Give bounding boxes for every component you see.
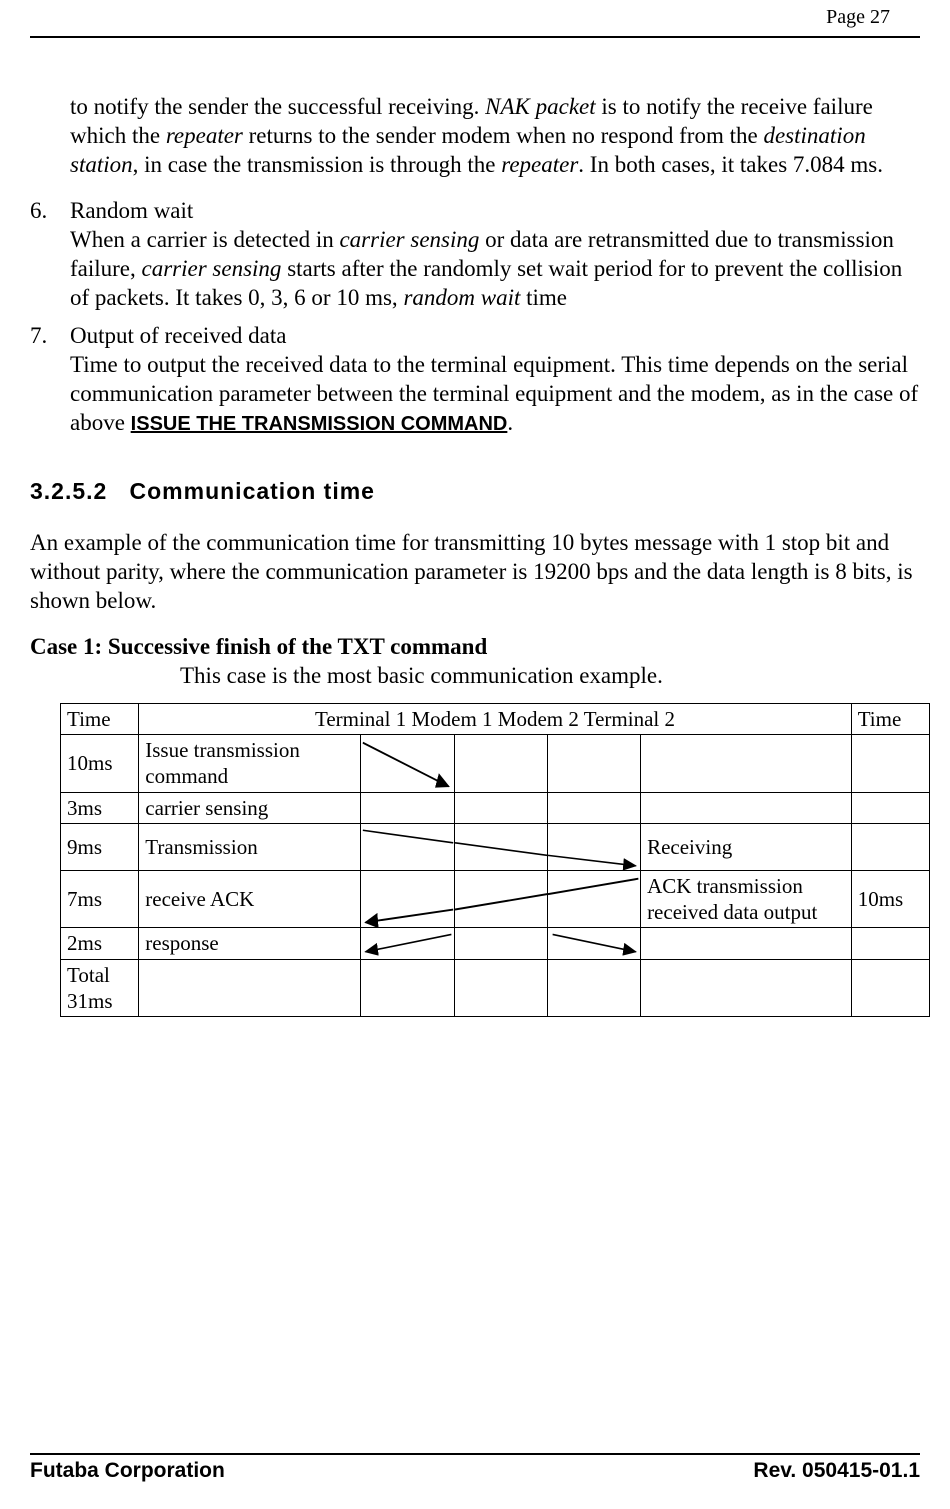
table-row: 2msresponse <box>61 928 930 959</box>
cell-time-right: 10ms <box>851 870 929 928</box>
section-number: 3.2.5.2 <box>30 478 107 504</box>
communication-time-table: Time Terminal 1 Modem 1 Modem 2 Terminal… <box>60 703 930 1017</box>
body-text: to notify the sender the successful rece… <box>30 93 920 1017</box>
cell-time-left: 2ms <box>61 928 139 959</box>
item-title: Random wait <box>70 198 193 223</box>
cell-time-right <box>851 959 929 1017</box>
cell-action-left: Issue transmission command <box>139 735 361 793</box>
term-carrier-sensing: carrier sensing <box>339 227 479 252</box>
col-devices: Terminal 1 Modem 1 Modem 2 Terminal 2 <box>139 703 851 734</box>
cell-time-right <box>851 928 929 959</box>
page-number: Page 27 <box>826 6 890 29</box>
footer-rule <box>30 1453 920 1455</box>
section-title: Communication time <box>130 478 375 504</box>
table-row: Total 31ms <box>61 959 930 1017</box>
term-random-wait: random wait <box>403 285 520 310</box>
section-paragraph: An example of the communication time for… <box>30 529 920 615</box>
term-repeater: repeater <box>501 152 578 177</box>
cell-action-left: response <box>139 928 361 959</box>
text: returns to the sender modem when no resp… <box>243 123 764 148</box>
term-repeater: repeater <box>166 123 243 148</box>
text: to notify the sender the successful rece… <box>70 94 485 119</box>
cell-action-right <box>641 735 852 793</box>
cell-action-right <box>641 928 852 959</box>
cell-action-left <box>139 959 361 1017</box>
intro-paragraph: to notify the sender the successful rece… <box>30 93 920 179</box>
section-heading: 3.2.5.2 Communication time <box>30 477 920 506</box>
term-nak: NAK packet <box>485 94 596 119</box>
cell-action-left: Transmission <box>139 823 361 870</box>
cell-action-right: ACK transmission received data output <box>641 870 852 928</box>
footer-company: Futaba Corporation <box>30 1459 225 1483</box>
cell-time-left: 9ms <box>61 823 139 870</box>
footer-revision: Rev. 050415-01.1 <box>753 1459 920 1483</box>
cell-action-right <box>641 959 852 1017</box>
list-number: 7. <box>30 322 70 437</box>
item-title: Output of received data <box>70 323 287 348</box>
col-time-right: Time <box>851 703 929 734</box>
table-row: 10msIssue transmission command <box>61 735 930 793</box>
table-row: 7msreceive ACK ACK transmission received … <box>61 870 930 928</box>
text: When a carrier is detected in <box>70 227 339 252</box>
text: time <box>520 285 567 310</box>
list-body: Random wait When a carrier is detected i… <box>70 197 920 312</box>
cell-action-right: Receiving <box>641 823 852 870</box>
cell-time-right <box>851 735 929 793</box>
cell-action-left: receive ACK <box>139 870 361 928</box>
text: , in case the transmission is through th… <box>133 152 502 177</box>
text: . <box>507 410 513 435</box>
list-number: 6. <box>30 197 70 312</box>
page: Page 27 to notify the sender the success… <box>0 0 950 1509</box>
text: . In both cases, it takes 7.084 ms. <box>578 152 883 177</box>
cell-action-left: carrier sensing <box>139 792 361 823</box>
list-item-6: 6. Random wait When a carrier is detecte… <box>30 197 920 312</box>
ref-issue-transmission-command: ISSUE THE TRANSMISSION COMMAND <box>131 413 508 435</box>
cell-time-left: 10ms <box>61 735 139 793</box>
cell-time-left: Total 31ms <box>61 959 139 1017</box>
col-time-left: Time <box>61 703 139 734</box>
cell-time-left: 7ms <box>61 870 139 928</box>
case-subheading: This case is the most basic communicatio… <box>180 662 920 691</box>
cell-time-right <box>851 792 929 823</box>
table-row: 9msTransmission Receiving <box>61 823 930 870</box>
term-carrier-sensing: carrier sensing <box>142 256 282 281</box>
table-header-row: Time Terminal 1 Modem 1 Modem 2 Terminal… <box>61 703 930 734</box>
list-body: Output of received data Time to output t… <box>70 322 920 437</box>
table-row: 3mscarrier sensing <box>61 792 930 823</box>
cell-time-right <box>851 823 929 870</box>
cell-action-right <box>641 792 852 823</box>
footer: Futaba Corporation Rev. 050415-01.1 <box>30 1453 920 1483</box>
header-rule <box>30 36 920 38</box>
cell-time-left: 3ms <box>61 792 139 823</box>
list-item-7: 7. Output of received data Time to outpu… <box>30 322 920 437</box>
case-heading: Case 1: Successive finish of the TXT com… <box>30 633 920 662</box>
